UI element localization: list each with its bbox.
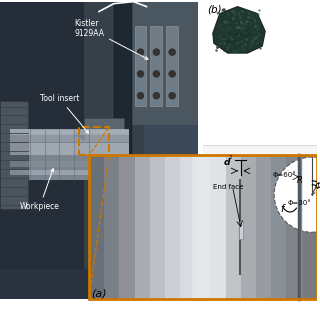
Circle shape	[137, 92, 144, 99]
Text: f: f	[280, 204, 284, 214]
Text: Tool insert: Tool insert	[40, 94, 89, 133]
Circle shape	[137, 70, 144, 77]
FancyBboxPatch shape	[84, 118, 124, 140]
FancyBboxPatch shape	[233, 180, 238, 274]
Circle shape	[274, 157, 320, 232]
Text: R: R	[297, 176, 303, 185]
FancyBboxPatch shape	[10, 134, 129, 142]
Text: (a): (a)	[91, 289, 107, 299]
Circle shape	[169, 70, 176, 77]
Text: Φ=30°: Φ=30°	[288, 200, 312, 205]
FancyBboxPatch shape	[89, 155, 105, 299]
Text: d: d	[223, 158, 230, 167]
FancyBboxPatch shape	[84, 2, 143, 299]
FancyBboxPatch shape	[203, 2, 317, 145]
FancyBboxPatch shape	[241, 155, 257, 299]
FancyBboxPatch shape	[0, 2, 84, 299]
FancyBboxPatch shape	[256, 155, 272, 299]
Text: (b): (b)	[207, 4, 222, 14]
FancyBboxPatch shape	[211, 155, 226, 299]
FancyBboxPatch shape	[165, 155, 180, 299]
FancyBboxPatch shape	[203, 145, 317, 299]
FancyBboxPatch shape	[119, 155, 135, 299]
FancyBboxPatch shape	[10, 129, 129, 135]
Text: 2: 2	[229, 155, 232, 160]
FancyBboxPatch shape	[10, 161, 129, 167]
FancyBboxPatch shape	[225, 180, 229, 274]
Text: Workpiece: Workpiece	[20, 169, 60, 212]
FancyBboxPatch shape	[10, 130, 129, 180]
Text: End face: End face	[213, 184, 243, 190]
FancyBboxPatch shape	[0, 2, 198, 299]
FancyBboxPatch shape	[216, 180, 221, 274]
FancyBboxPatch shape	[150, 26, 162, 106]
FancyBboxPatch shape	[0, 269, 198, 299]
Text: Φ=60°: Φ=60°	[272, 172, 296, 178]
Circle shape	[169, 49, 176, 56]
Polygon shape	[74, 128, 84, 140]
FancyBboxPatch shape	[229, 180, 234, 274]
FancyBboxPatch shape	[271, 155, 287, 299]
FancyBboxPatch shape	[238, 221, 244, 239]
Circle shape	[137, 49, 144, 56]
Polygon shape	[213, 7, 265, 53]
FancyBboxPatch shape	[10, 143, 129, 155]
Circle shape	[169, 92, 176, 99]
FancyBboxPatch shape	[191, 155, 226, 299]
FancyBboxPatch shape	[212, 180, 216, 274]
FancyBboxPatch shape	[180, 155, 196, 299]
FancyBboxPatch shape	[150, 155, 165, 299]
FancyBboxPatch shape	[220, 180, 225, 274]
FancyBboxPatch shape	[114, 2, 132, 190]
FancyBboxPatch shape	[10, 170, 129, 175]
FancyBboxPatch shape	[104, 155, 120, 299]
Text: Kistler
9129AA: Kistler 9129AA	[74, 19, 148, 59]
FancyBboxPatch shape	[124, 2, 198, 125]
FancyBboxPatch shape	[301, 155, 317, 299]
FancyBboxPatch shape	[0, 100, 28, 210]
Text: Φ: Φ	[314, 182, 320, 191]
Circle shape	[153, 70, 160, 77]
Circle shape	[153, 49, 160, 56]
FancyBboxPatch shape	[166, 26, 178, 106]
FancyBboxPatch shape	[226, 155, 241, 299]
FancyBboxPatch shape	[135, 155, 150, 299]
FancyBboxPatch shape	[195, 155, 211, 299]
Circle shape	[153, 92, 160, 99]
FancyBboxPatch shape	[207, 180, 212, 274]
FancyBboxPatch shape	[286, 155, 302, 299]
FancyBboxPatch shape	[203, 180, 208, 274]
FancyBboxPatch shape	[135, 26, 147, 106]
